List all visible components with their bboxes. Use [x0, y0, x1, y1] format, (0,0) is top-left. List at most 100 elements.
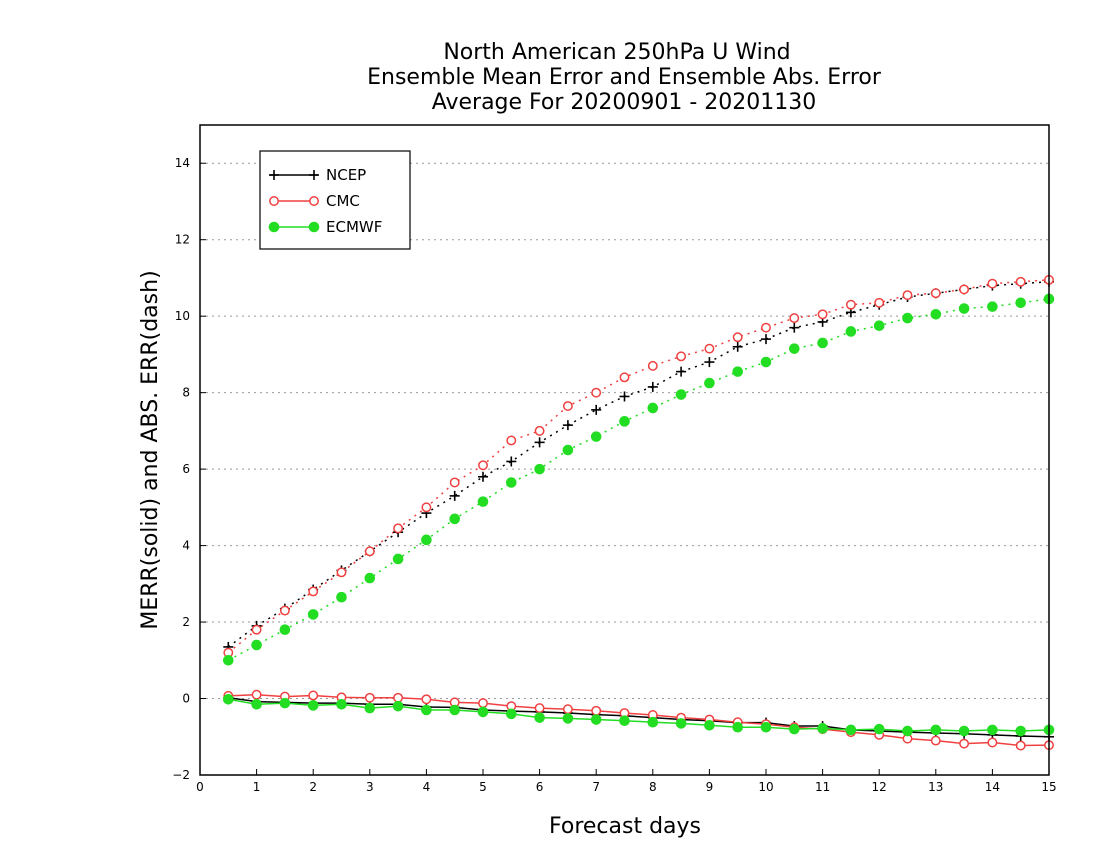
chart-title-line-3: Average For 20200901 - 20201130	[432, 90, 817, 115]
x-tick-label: 3	[366, 780, 374, 794]
point-cmc-abs-err	[591, 387, 602, 398]
point-ncep-abs-err	[732, 341, 743, 352]
y-tick-label: 2	[182, 615, 190, 629]
point-ecmwf-abs-err	[364, 572, 376, 584]
point-cmc-abs-err	[279, 605, 290, 616]
point-ecmwf-abs-err	[817, 337, 828, 349]
point-cmc-mean-err	[364, 692, 375, 703]
point-ncep-abs-err	[676, 366, 687, 377]
point-cmc-abs-err	[562, 401, 573, 411]
y-tick-label: 12	[175, 233, 190, 247]
x-tick-label: 1	[253, 780, 261, 794]
y-tick-label: −2	[172, 768, 190, 782]
point-cmc-mean-err	[591, 705, 602, 716]
point-ncep-abs-err	[562, 420, 573, 431]
point-cmc-abs-err	[987, 278, 998, 289]
point-ecmwf-abs-err	[873, 320, 885, 332]
point-ecmwf-mean-err	[590, 714, 602, 725]
point-ecmwf-mean-err	[760, 721, 772, 733]
legend-items: NCEP CMC ECMWF	[268, 166, 382, 236]
point-ecmwf-abs-err	[647, 402, 659, 414]
point-ecmwf-mean-err	[336, 698, 347, 710]
point-cmc-abs-err	[364, 546, 375, 557]
point-cmc-mean-err	[251, 689, 262, 700]
point-ecmwf-abs-err	[223, 654, 234, 666]
point-ecmwf-abs-err	[845, 326, 857, 337]
x-tick-label: 14	[985, 780, 1000, 794]
point-ecmwf-abs-err	[590, 431, 602, 442]
point-cmc-mean-err	[987, 737, 998, 748]
point-ecmwf-mean-err	[675, 718, 687, 729]
point-cmc-abs-err	[619, 372, 630, 383]
point-cmc-abs-err	[930, 288, 941, 299]
point-cmc-abs-err	[959, 284, 970, 295]
point-cmc-abs-err	[789, 313, 800, 324]
point-cmc-abs-err	[478, 460, 488, 471]
series-cmc-abs-err-line	[227, 279, 1050, 654]
y-tick-label: 0	[182, 692, 190, 706]
point-cmc-abs-err	[534, 425, 545, 436]
x-tick-label: 2	[309, 780, 317, 794]
point-ecmwf-mean-err	[845, 724, 857, 736]
point-cmc-abs-err	[449, 477, 460, 488]
point-ecmwf-mean-err	[958, 725, 970, 737]
point-cmc-abs-err	[251, 624, 262, 635]
point-ecmwf-mean-err	[449, 704, 461, 716]
x-tick-label: 5	[479, 780, 487, 794]
point-ecmwf-abs-err	[675, 389, 687, 400]
legend-marker-ecmwf-right	[308, 221, 320, 233]
point-cmc-mean-err	[1015, 740, 1026, 751]
point-ecmwf-mean-err	[930, 724, 942, 736]
point-ecmwf-mean-err	[307, 700, 319, 711]
point-cmc-abs-err	[308, 586, 319, 597]
x-axis-label: Forecast days	[549, 814, 701, 839]
point-ecmwf-mean-err	[873, 723, 885, 735]
series-cmc-mean-err-line	[228, 693, 1050, 747]
plot-frame	[199, 124, 1050, 776]
point-cmc-abs-err	[506, 435, 517, 446]
series-layer	[223, 274, 1055, 751]
point-ncep-abs-err	[449, 490, 460, 501]
legend-box	[259, 150, 411, 250]
legend-label-ncep: NCEP	[326, 166, 366, 184]
point-cmc-mean-err	[308, 690, 319, 701]
point-cmc-abs-err	[845, 299, 856, 310]
point-ecmwf-mean-err	[789, 723, 800, 735]
y-axis-label: MERR(solid) and ABS. ERR(dash)	[138, 270, 163, 629]
point-cmc-abs-err	[393, 523, 404, 534]
point-ecmwf-abs-err	[619, 416, 630, 427]
legend-label-cmc: CMC	[326, 192, 360, 210]
x-tick-label: 4	[423, 780, 431, 794]
point-cmc-mean-err	[562, 704, 573, 715]
point-ecmwf-abs-err	[279, 624, 291, 636]
x-tick-label: 13	[928, 780, 943, 794]
point-ecmwf-abs-err	[760, 356, 772, 368]
point-ecmwf-abs-err	[930, 308, 942, 320]
point-ecmwf-abs-err	[732, 366, 744, 377]
point-ecmwf-abs-err	[789, 343, 800, 354]
point-ecmwf-mean-err	[902, 725, 913, 737]
point-ecmwf-mean-err	[647, 716, 659, 728]
point-ecmwf-abs-err	[251, 639, 262, 651]
point-ecmwf-mean-err	[364, 702, 376, 714]
point-ecmwf-abs-err	[392, 553, 404, 565]
point-cmc-mean-err	[393, 692, 404, 703]
legend-marker-cmc-right	[309, 196, 319, 206]
point-cmc-abs-err	[1015, 276, 1026, 287]
y-tick-label: 4	[182, 539, 190, 553]
point-ncep-abs-err	[534, 437, 545, 448]
point-ecmwf-mean-err	[732, 721, 744, 733]
point-ecmwf-mean-err	[421, 704, 432, 716]
point-ecmwf-abs-err	[902, 312, 913, 324]
point-ncep-abs-err	[478, 471, 488, 482]
point-ecmwf-mean-err	[1015, 725, 1027, 737]
point-cmc-abs-err	[817, 309, 828, 320]
point-ncep-abs-err	[591, 404, 602, 415]
point-cmc-abs-err	[874, 297, 885, 308]
point-cmc-abs-err	[421, 502, 432, 513]
point-ecmwf-mean-err	[223, 693, 234, 705]
x-tick-label: 6	[536, 780, 544, 794]
series-ecmwf-abs-err-line	[227, 298, 1050, 661]
